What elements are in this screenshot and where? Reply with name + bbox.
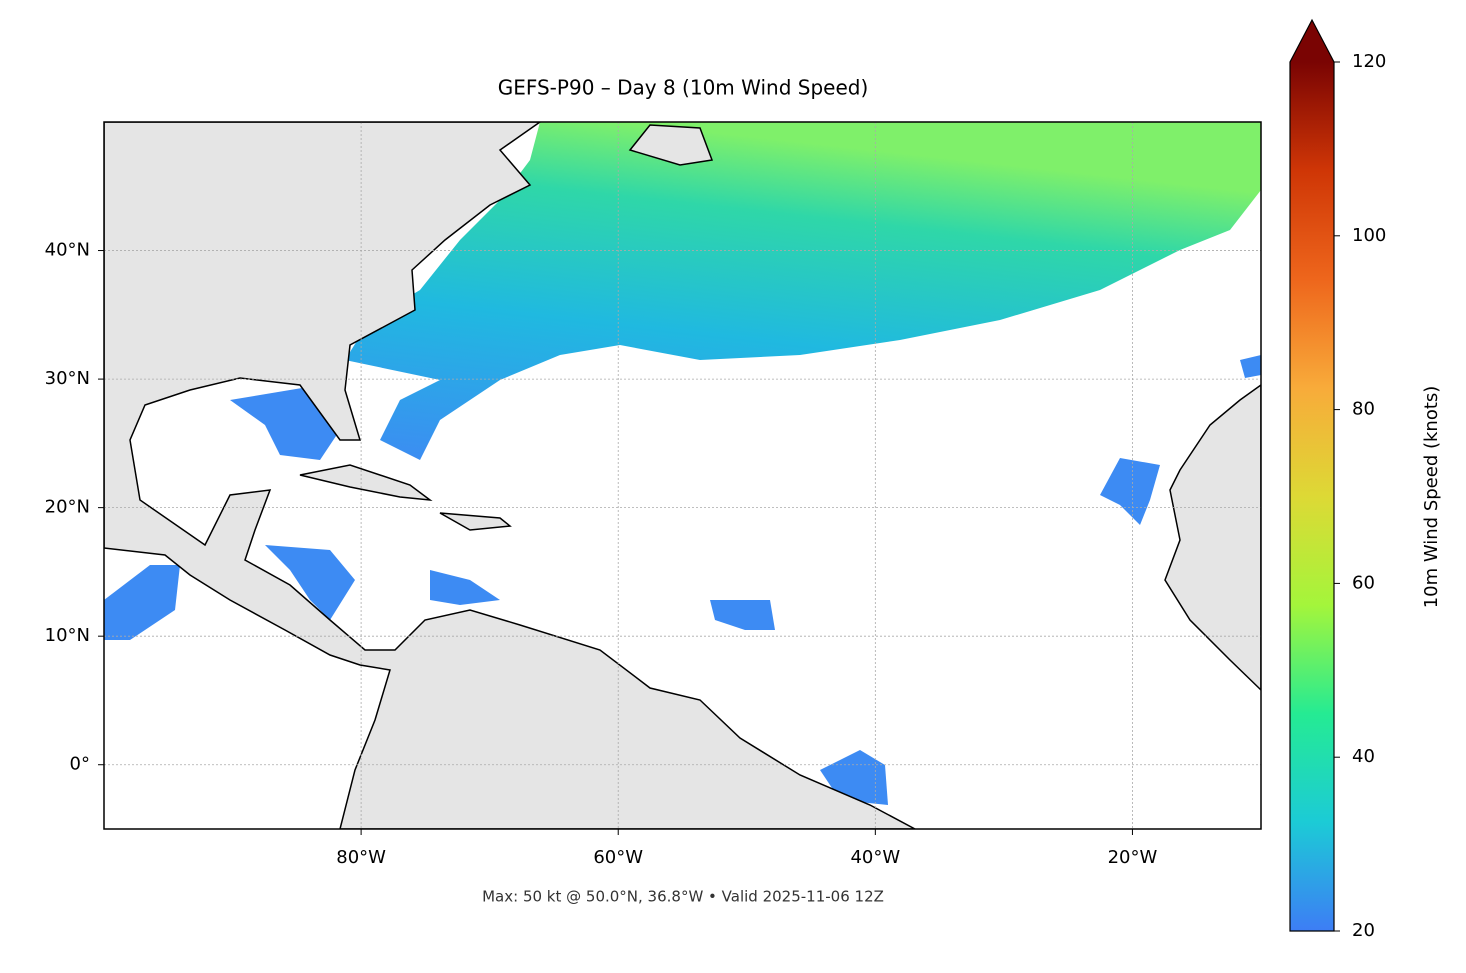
y-tick-label: 20°N	[45, 497, 90, 518]
colorbar-tick-label: 100	[1352, 225, 1386, 246]
colorbar-tick-label: 60	[1352, 572, 1375, 593]
colorbar-tick-label: 120	[1352, 51, 1386, 72]
x-tick-label: 40°W	[850, 847, 900, 868]
grid	[104, 122, 1261, 829]
x-tick-label: 20°W	[1108, 847, 1158, 868]
y-tick-label: 0°	[70, 754, 90, 775]
x-tick-label: 80°W	[336, 847, 386, 868]
wind-field	[1100, 458, 1160, 525]
colorbar-extend	[1290, 20, 1334, 62]
wind-field	[345, 122, 1261, 460]
colorbar-tick-label: 80	[1352, 399, 1375, 420]
wind-field	[230, 385, 340, 460]
y-tick-label: 40°N	[45, 240, 90, 261]
cuba	[299, 464, 433, 502]
wind-field	[104, 565, 180, 640]
africa	[1164, 384, 1261, 692]
colorbar-tick-label: 20	[1352, 920, 1375, 941]
hispaniola	[439, 512, 512, 531]
americas	[104, 122, 916, 829]
colorbar-bar	[1290, 62, 1334, 931]
colorbar-tick-label: 40	[1352, 746, 1375, 767]
map-frame	[103, 121, 1262, 830]
wind-field	[1240, 355, 1261, 378]
footer-note: Max: 50 kt @ 50.0°N, 36.8°W • Valid 2025…	[482, 888, 884, 906]
wind-field	[265, 545, 355, 620]
y-tick-label: 30°N	[45, 368, 90, 389]
map-area	[104, 122, 1261, 829]
colorbar: 20 40 60 80 100 120	[1289, 18, 1386, 941]
greenland-newfoundland	[628, 124, 714, 166]
colorbar-label: 10m Wind Speed (knots)	[1421, 386, 1442, 609]
x-tick-label: 60°W	[593, 847, 643, 868]
colorbar-frame	[1289, 18, 1335, 932]
map-title: GEFS-P90 – Day 8 (10m Wind Speed)	[498, 76, 869, 100]
wind-field	[710, 600, 775, 630]
y-tick-label: 10°N	[45, 625, 90, 646]
wind-field	[430, 570, 500, 605]
